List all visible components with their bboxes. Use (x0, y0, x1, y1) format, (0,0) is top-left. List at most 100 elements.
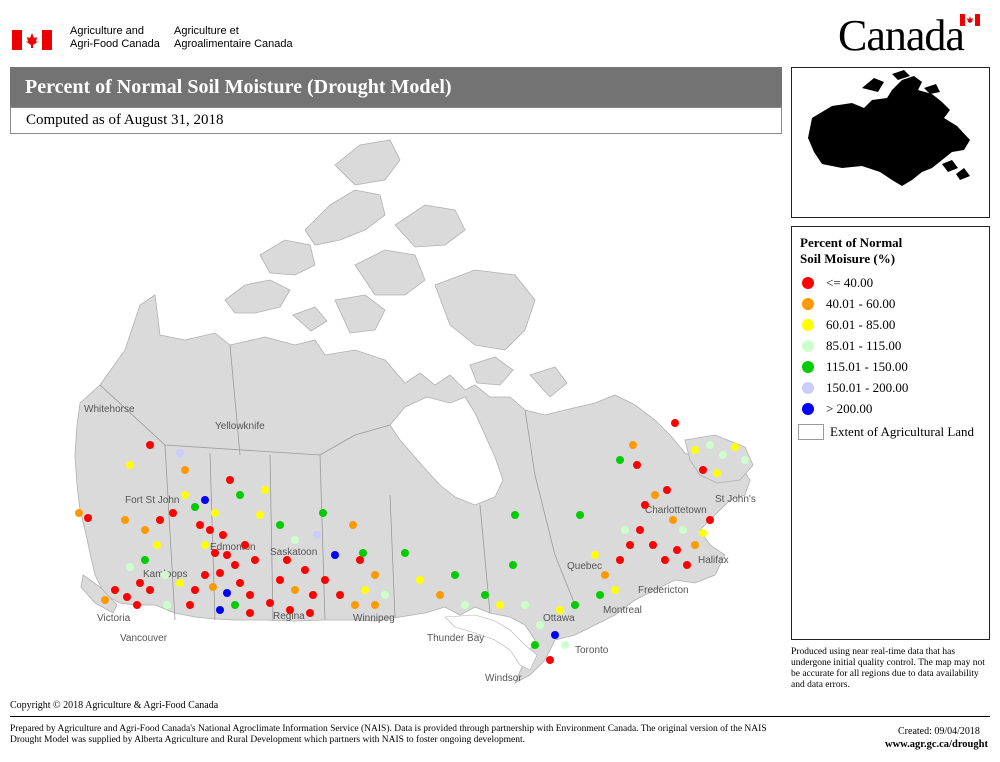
legend-label: Extent of Agricultural Land (830, 424, 975, 439)
station-marker (671, 419, 679, 427)
station-marker (691, 541, 699, 549)
legend-item-class-6: 150.01 - 200.00 (802, 379, 908, 397)
station-marker (633, 461, 641, 469)
arctic-islands (224, 139, 568, 398)
legend-swatch (802, 361, 814, 373)
wordmark-flag-icon (960, 14, 980, 26)
station-marker (283, 556, 291, 564)
legend-label: 150.01 - 200.00 (826, 380, 909, 395)
station-marker (616, 456, 624, 464)
station-marker (176, 579, 184, 587)
station-marker (266, 599, 274, 607)
station-marker (141, 526, 149, 534)
station-marker (416, 576, 424, 584)
station-marker (191, 586, 199, 594)
station-marker (196, 521, 204, 529)
station-marker (719, 451, 727, 459)
station-marker (231, 561, 239, 569)
station-marker (496, 601, 504, 609)
station-marker (679, 526, 687, 534)
station-marker (84, 514, 92, 522)
station-marker (661, 556, 669, 564)
station-marker (596, 591, 604, 599)
station-marker (261, 486, 269, 494)
created-date: Created: 09/04/2018 (898, 726, 980, 737)
city-label-yellowknife: Yellowknife (215, 421, 265, 432)
legend-item-class-1: <= 40.00 (802, 274, 873, 292)
station-marker (621, 526, 629, 534)
legend-item-class-5: 115.01 - 150.00 (802, 358, 908, 376)
station-marker (461, 601, 469, 609)
vancouver-island (80, 574, 118, 614)
station-marker (359, 549, 367, 557)
station-marker (313, 531, 321, 539)
city-label-thunder-bay: Thunder Bay (427, 633, 484, 644)
station-marker (699, 529, 707, 537)
legend-swatch (802, 340, 814, 352)
station-marker (731, 443, 739, 451)
station-marker (231, 601, 239, 609)
legend-swatch (802, 277, 814, 289)
station-marker (611, 586, 619, 594)
station-marker (669, 516, 677, 524)
legend-swatch (802, 403, 814, 415)
station-marker (691, 446, 699, 454)
city-label-ottawa: Ottawa (543, 613, 575, 624)
station-marker (286, 606, 294, 614)
station-marker (236, 579, 244, 587)
station-marker (706, 516, 714, 524)
station-marker (75, 509, 83, 517)
station-marker (111, 586, 119, 594)
station-marker (576, 511, 584, 519)
city-label-saskatoon: Saskatoon (270, 547, 317, 558)
station-marker (153, 541, 161, 549)
station-marker (601, 571, 609, 579)
station-marker (226, 476, 234, 484)
station-marker (236, 491, 244, 499)
station-marker (246, 591, 254, 599)
station-marker (176, 449, 184, 457)
station-marker (451, 571, 459, 579)
source-url: www.agr.gc.ca/drought (885, 739, 988, 750)
station-marker (331, 551, 339, 559)
map-legend: Percent of Normal Soil Moisure (%) <= 40… (791, 226, 990, 640)
city-label-winnipeg: Winnipeg (353, 613, 395, 624)
soil-moisture-map: Whitehorse Yellowknife Fort St John Edmo… (74, 139, 756, 684)
city-label-charlottetown: Charlottetown (645, 505, 707, 516)
legend-item-agricultural-extent: Extent of Agricultural Land (798, 423, 974, 441)
station-marker (121, 516, 129, 524)
legend-label: > 200.00 (826, 401, 873, 416)
station-marker (616, 556, 624, 564)
department-name-fr: Agriculture et Agroalimentaire Canada (174, 25, 293, 50)
legend-item-class-3: 60.01 - 85.00 (802, 316, 895, 334)
provincial-borders (99, 344, 576, 622)
station-marker (651, 491, 659, 499)
station-marker (146, 441, 154, 449)
station-marker (436, 591, 444, 599)
station-marker (251, 556, 259, 564)
city-label-windsor: Windsor (485, 673, 522, 684)
legend-item-class-4: 85.01 - 115.00 (802, 337, 901, 355)
canada-mainland (74, 294, 751, 684)
great-lakes (444, 614, 538, 671)
station-marker (309, 591, 317, 599)
station-marker (241, 541, 249, 549)
station-marker (223, 589, 231, 597)
station-marker (301, 566, 309, 574)
station-marker (636, 526, 644, 534)
station-markers (75, 419, 749, 664)
station-marker (356, 556, 364, 564)
station-marker (673, 546, 681, 554)
station-marker (713, 469, 721, 477)
station-marker (349, 521, 357, 529)
station-marker (683, 561, 691, 569)
city-label-regina: Regina (273, 611, 305, 622)
canada-wordmark: Canada (838, 11, 965, 60)
station-marker (401, 549, 409, 557)
station-marker (206, 526, 214, 534)
station-marker (371, 571, 379, 579)
station-marker (161, 571, 169, 579)
station-marker (201, 571, 209, 579)
legend-swatch (802, 382, 814, 394)
legend-swatch (798, 424, 824, 440)
